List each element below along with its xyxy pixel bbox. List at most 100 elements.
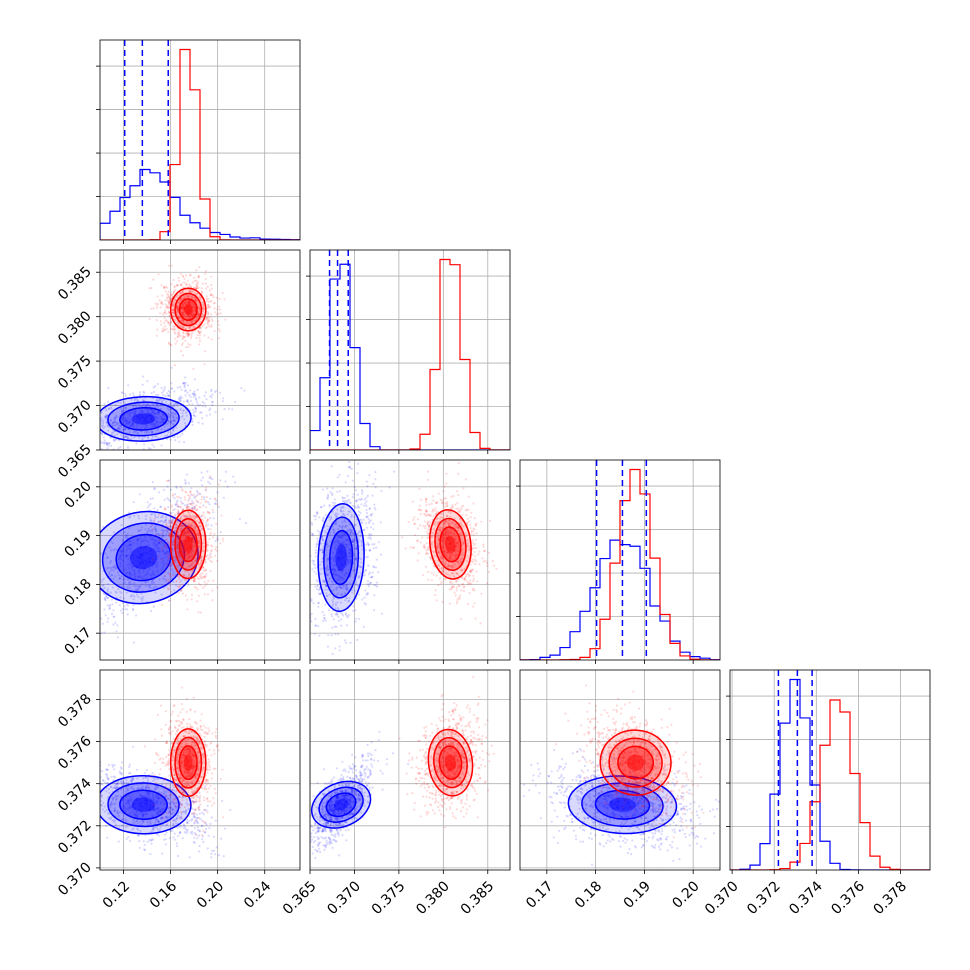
scatter-point — [88, 596, 90, 598]
scatter-point — [200, 558, 203, 561]
scatter-point — [130, 543, 133, 546]
scatter-point — [232, 475, 235, 478]
scatter-point — [112, 439, 115, 442]
scatter-point — [324, 619, 327, 622]
scatter-point — [152, 605, 155, 608]
scatter-point — [342, 584, 345, 587]
scatter-point — [170, 511, 173, 515]
scatter-point — [192, 395, 195, 398]
scatter-point — [149, 573, 152, 577]
scatter-point — [160, 416, 163, 419]
scatter-point — [168, 299, 172, 302]
scatter-point — [139, 585, 142, 588]
scatter-point — [187, 531, 190, 534]
scatter-point — [188, 528, 192, 531]
scatter-point — [129, 572, 132, 575]
scatter-point — [89, 440, 91, 442]
scatter-point — [361, 522, 364, 525]
scatter-point — [205, 582, 208, 586]
scatter-point — [156, 516, 160, 519]
scatter-point — [190, 313, 193, 316]
scatter-point — [177, 333, 180, 336]
scatter-point — [205, 316, 208, 319]
scatter-point — [345, 624, 348, 627]
scatter-point — [332, 530, 336, 533]
scatter-point — [177, 575, 180, 578]
scatter-point — [179, 543, 182, 546]
scatter-point — [316, 542, 319, 545]
scatter-point — [181, 342, 184, 345]
scatter-point — [365, 504, 368, 507]
scatter-point — [107, 429, 110, 432]
scatter-point — [185, 300, 188, 303]
scatter-point — [181, 508, 184, 511]
scatter-point — [191, 532, 194, 536]
scatter-point — [126, 608, 129, 611]
scatter-point — [155, 543, 158, 546]
scatter-point — [170, 294, 173, 297]
density-contour-0 — [317, 503, 365, 613]
scatter-point — [166, 407, 169, 410]
scatter-point — [106, 447, 109, 450]
scatter-point — [181, 290, 184, 293]
scatter-point — [366, 579, 370, 583]
scatter-point — [195, 323, 198, 326]
scatter-point — [179, 435, 182, 438]
scatter-point — [334, 602, 337, 605]
scatter-point — [369, 537, 373, 540]
scatter-point — [177, 301, 180, 305]
scatter-point — [363, 602, 366, 605]
scatter-point — [205, 495, 208, 499]
scatter-point — [175, 525, 178, 529]
scatter-point — [199, 298, 202, 301]
scatter-point — [167, 322, 170, 325]
scatter-point — [164, 519, 167, 522]
scatter-point — [122, 434, 125, 437]
scatter-point — [190, 314, 193, 318]
scatter-point — [213, 330, 216, 333]
scatter-point — [139, 597, 143, 600]
scatter-point — [188, 301, 191, 304]
scatter-point — [169, 524, 172, 528]
scatter-point — [160, 541, 163, 544]
scatter-point — [347, 600, 350, 603]
scatter-point — [393, 470, 396, 473]
scatter-point — [184, 332, 188, 335]
scatter-point — [157, 550, 160, 553]
scatter-point — [134, 614, 138, 617]
scatter-point — [311, 523, 314, 526]
scatter-point — [478, 563, 481, 566]
scatter-point — [192, 493, 195, 496]
scatter-point — [204, 269, 207, 273]
scatter-point — [188, 326, 191, 329]
scatter-point — [112, 569, 115, 572]
scatter-point — [373, 543, 376, 546]
scatter-point — [116, 624, 119, 627]
scatter-point — [340, 593, 343, 596]
scatter-point — [154, 539, 157, 542]
scatter-point — [119, 596, 122, 599]
scatter-point — [190, 494, 193, 497]
scatter-point — [200, 561, 203, 565]
scatter-point — [369, 581, 372, 584]
scatter-point — [349, 547, 352, 550]
scatter-point — [117, 427, 120, 430]
scatter-point — [87, 610, 89, 612]
scatter-point — [122, 550, 125, 553]
scatter-point — [153, 452, 155, 454]
scatter-point — [197, 534, 200, 537]
scatter-point — [176, 436, 179, 439]
density-contour-0 — [169, 509, 207, 580]
scatter-point — [114, 621, 117, 624]
scatter-point — [146, 408, 149, 411]
scatter-point — [315, 579, 318, 582]
scatter-point — [201, 586, 205, 589]
scatter-point — [186, 532, 189, 535]
scatter-point — [184, 490, 187, 493]
scatter-point — [180, 547, 183, 550]
scatter-point — [175, 426, 178, 429]
scatter-point — [173, 497, 176, 500]
scatter-point — [120, 591, 123, 595]
scatter-point — [172, 543, 175, 546]
scatter-point — [212, 296, 215, 299]
